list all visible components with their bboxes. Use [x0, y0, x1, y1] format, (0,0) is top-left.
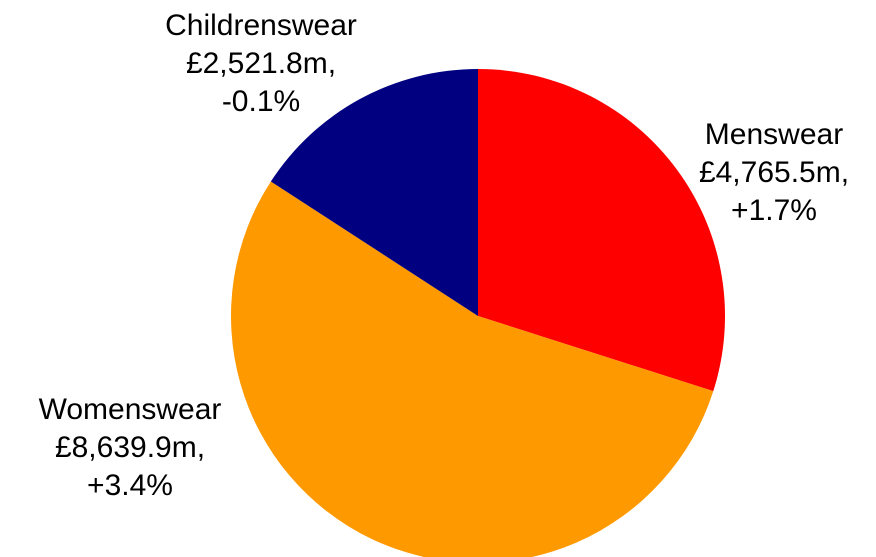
- slice-label-change: +1.7%: [731, 194, 817, 227]
- slice-label-menswear: Menswear £4,765.5m, +1.7%: [670, 116, 876, 230]
- pie-slice-womenswear: [231, 181, 714, 557]
- pie-slice-childrenswear: [270, 68, 478, 316]
- slice-label-value: £8,639.9m,: [54, 431, 206, 464]
- slice-label-change: +3.4%: [87, 469, 173, 502]
- slice-label-childrenswear: Childrenswear £2,521.8m, -0.1%: [130, 7, 392, 121]
- slice-label-change: -0.1%: [221, 85, 301, 118]
- slice-label-name: Menswear: [704, 118, 844, 151]
- slice-label-womenswear: Womenswear £8,639.9m, +3.4%: [0, 391, 260, 505]
- slice-label-name: Womenswear: [38, 393, 222, 426]
- slice-label-value: £2,521.8m,: [185, 47, 337, 80]
- pie-slice-menswear: [478, 69, 725, 392]
- slice-label-name: Childrenswear: [165, 9, 357, 42]
- slice-label-value: £4,765.5m,: [698, 156, 850, 189]
